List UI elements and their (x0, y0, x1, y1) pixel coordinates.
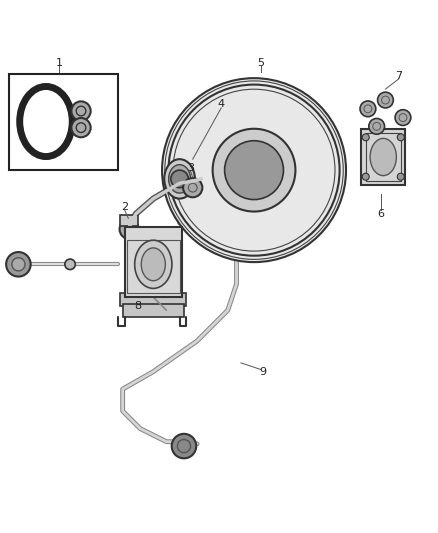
Text: 2: 2 (121, 203, 128, 212)
Circle shape (71, 101, 91, 120)
Bar (361, 128, 405, 185)
Bar (120, 215, 138, 226)
Text: 1: 1 (56, 58, 63, 68)
Circle shape (369, 118, 385, 134)
Circle shape (120, 220, 139, 239)
Circle shape (378, 92, 393, 108)
Circle shape (213, 129, 295, 212)
Ellipse shape (164, 159, 195, 199)
Text: 7: 7 (395, 71, 402, 81)
Ellipse shape (141, 248, 165, 281)
Circle shape (395, 110, 411, 125)
Circle shape (71, 118, 91, 138)
Circle shape (65, 259, 75, 270)
Text: 6: 6 (378, 209, 385, 219)
Text: 5: 5 (257, 58, 264, 68)
Text: 3: 3 (187, 163, 194, 173)
Circle shape (360, 101, 376, 117)
Circle shape (362, 134, 369, 141)
Text: 9: 9 (259, 367, 266, 377)
Ellipse shape (370, 139, 396, 175)
Circle shape (162, 78, 346, 262)
Circle shape (397, 134, 404, 141)
Circle shape (171, 170, 188, 188)
Bar (366, 133, 401, 181)
Circle shape (12, 258, 25, 271)
Bar (127, 240, 180, 293)
Circle shape (172, 434, 196, 458)
Ellipse shape (169, 165, 191, 193)
Ellipse shape (134, 240, 172, 288)
Bar (9, 74, 118, 170)
Bar (120, 293, 186, 306)
Circle shape (397, 173, 404, 180)
Circle shape (6, 252, 31, 277)
Bar (123, 304, 184, 317)
Bar (125, 227, 182, 297)
Text: 8: 8 (134, 301, 141, 311)
Circle shape (225, 141, 283, 199)
Text: 4: 4 (218, 100, 225, 109)
Circle shape (362, 173, 369, 180)
Circle shape (183, 178, 202, 197)
